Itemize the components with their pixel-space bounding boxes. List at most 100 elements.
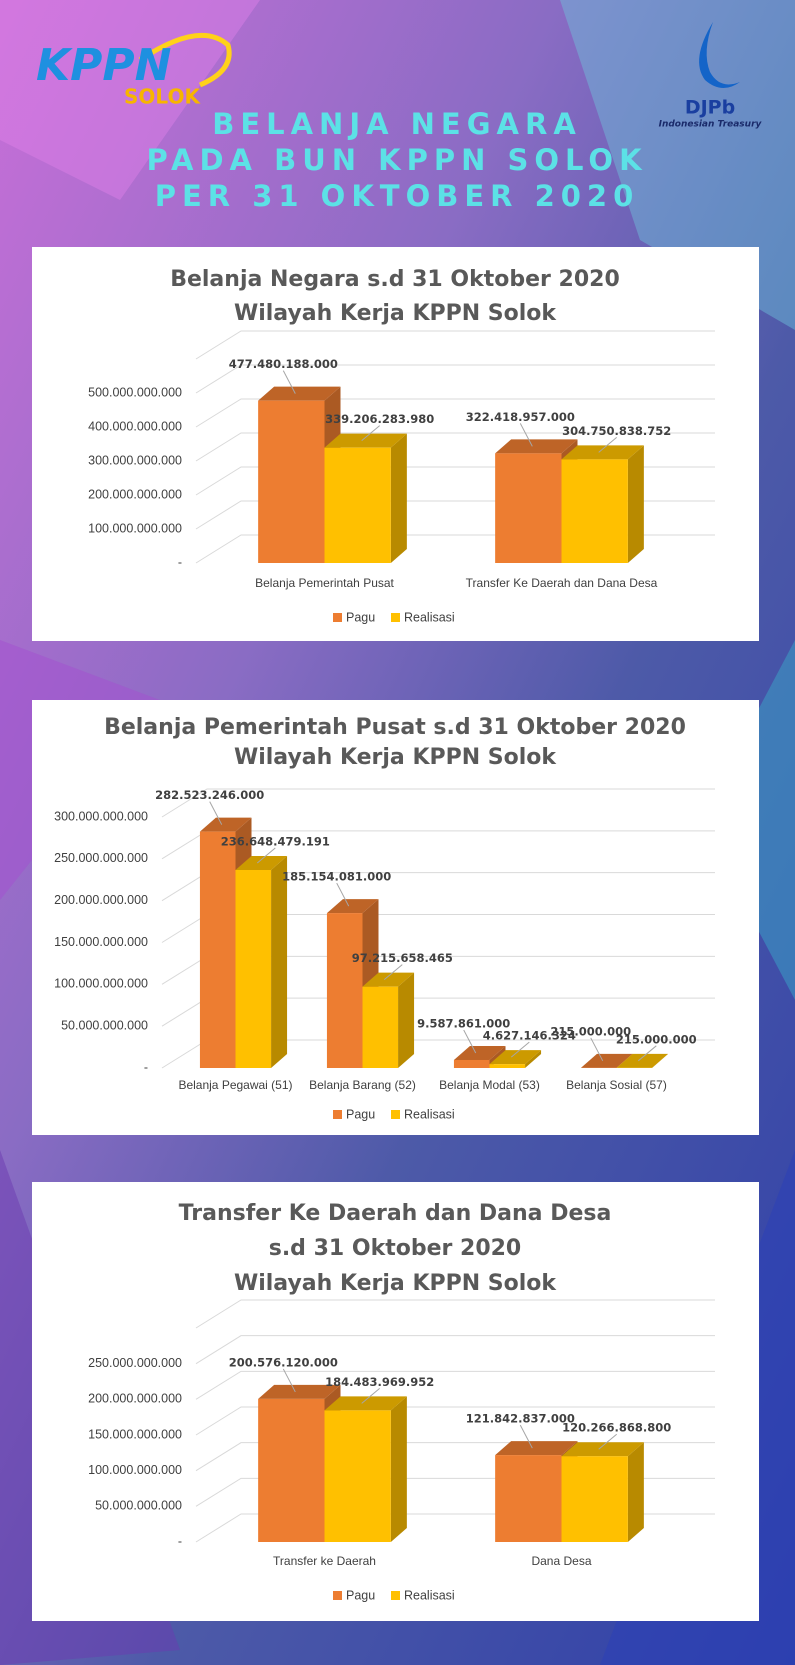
bar-top [258, 1384, 341, 1399]
chart-title: s.d 31 Oktober 2020 [269, 1236, 522, 1261]
bar [489, 1050, 542, 1068]
djpb-icon [699, 22, 740, 89]
value-label: 9.587.861.000 [417, 1016, 510, 1030]
bar-top [199, 817, 252, 832]
leader-line [519, 1424, 533, 1449]
y-tick-label: 150.000.000.000 [88, 1427, 182, 1441]
value-label: 215.000.000 [550, 1024, 631, 1038]
bar-front [362, 986, 399, 1068]
y-tick-label: 200.000.000.000 [88, 487, 182, 501]
legend-swatch [391, 1591, 400, 1600]
leader-line [383, 964, 403, 981]
chart-title: Wilayah Kerja KPPN Solok [234, 1271, 557, 1296]
bar-top [362, 972, 415, 987]
leader-line [637, 1045, 657, 1062]
bar-front [324, 447, 391, 563]
y-tick-label: 200.000.000.000 [54, 893, 148, 907]
leader-line [361, 425, 381, 442]
value-label: 4.627.146.324 [483, 1029, 576, 1043]
legend-swatch [333, 613, 342, 622]
bar-side [627, 445, 644, 563]
bar-front [326, 913, 363, 1068]
value-label: 236.648.479.191 [221, 835, 330, 849]
legend-swatch [333, 1591, 342, 1600]
y-tick-label: 100.000.000.000 [88, 521, 182, 535]
bar [324, 1396, 407, 1542]
y-tick-label: 100.000.000.000 [88, 1463, 182, 1477]
bar-top [495, 1441, 578, 1456]
bar-top [489, 1050, 542, 1065]
value-label: 200.576.120.000 [229, 1355, 338, 1369]
bar-front [561, 459, 628, 563]
bar-top [561, 1442, 644, 1457]
grid-line [195, 330, 715, 360]
value-label: 339.206.283.980 [325, 412, 434, 426]
y-tick-label: 300.000.000.000 [88, 453, 182, 467]
bar-front [258, 1398, 325, 1542]
value-label: 185.154.081.000 [282, 870, 391, 884]
legend-label: Pagu [346, 610, 375, 624]
y-tick-label: 400.000.000.000 [88, 419, 182, 433]
bar [362, 972, 415, 1068]
value-label: 120.266.868.800 [562, 1421, 671, 1435]
bar-top [324, 433, 407, 448]
bar-front [324, 1410, 391, 1542]
chart-title: Wilayah Kerja KPPN Solok [234, 745, 557, 770]
bar-side [525, 1050, 542, 1068]
bar-side [652, 1053, 669, 1068]
x-tick-label: Belanja Pemerintah Pusat [255, 576, 394, 590]
x-tick-label: Transfer Ke Daerah dan Dana Desa [466, 576, 658, 590]
chart-title: Belanja Negara s.d 31 Oktober 2020 [170, 267, 620, 292]
chart-title: Wilayah Kerja KPPN Solok [234, 301, 557, 326]
bar-front [489, 1064, 526, 1068]
leader-line [519, 423, 533, 447]
chart-title: Transfer Ke Daerah dan Dana Desa [179, 1201, 612, 1226]
bar-front [199, 831, 236, 1068]
bar-side [390, 1396, 407, 1542]
header-title: PER 31 OKTOBER 2020 [155, 179, 640, 213]
x-tick-label: Transfer ke Daerah [273, 1554, 376, 1568]
bar-front [258, 400, 325, 563]
leader-line [361, 1388, 381, 1404]
leader-line [590, 1037, 604, 1062]
bar-front [453, 1059, 490, 1068]
bar-front [495, 1455, 562, 1542]
grid-line [195, 364, 715, 394]
grid-line [161, 788, 715, 818]
logo-text: KPPN [36, 40, 171, 91]
leader-line [282, 370, 296, 394]
y-tick-label: 50.000.000.000 [61, 1018, 148, 1032]
value-label: 97.215.658.465 [352, 951, 453, 965]
bar-top [258, 386, 341, 401]
bar [235, 856, 288, 1068]
legend-label: Realisasi [404, 1588, 455, 1602]
x-tick-label: Belanja Modal (53) [439, 1078, 540, 1092]
grid-line [195, 1299, 715, 1329]
y-tick-label: 250.000.000.000 [88, 1356, 182, 1370]
leader-line [598, 437, 618, 453]
header-title: PADA BUN KPPN SOLOK [146, 143, 647, 177]
y-tick-label: - [178, 1534, 182, 1548]
djpb-subtext: Indonesian Treasury [659, 120, 763, 130]
legend-label: Pagu [346, 1107, 375, 1121]
bar-front [235, 870, 272, 1068]
value-label: 121.842.837.000 [466, 1412, 575, 1426]
bar-top [453, 1045, 506, 1060]
value-label: 304.750.838.752 [562, 424, 671, 438]
x-tick-label: Belanja Barang (52) [309, 1078, 416, 1092]
bar-top [495, 439, 578, 454]
bar-side [390, 433, 407, 563]
value-label: 282.523.246.000 [155, 788, 264, 802]
leader-line [598, 1433, 618, 1450]
x-tick-label: Belanja Pegawai (51) [178, 1078, 292, 1092]
leader-line [282, 1368, 296, 1393]
leader-line [209, 801, 223, 825]
bar-top [561, 445, 644, 460]
bar-top [326, 899, 379, 914]
facet [0, 0, 260, 200]
bar [616, 1053, 669, 1068]
logo-subtext: SOLOK [124, 85, 201, 109]
y-tick-label: 150.000.000.000 [54, 935, 148, 949]
